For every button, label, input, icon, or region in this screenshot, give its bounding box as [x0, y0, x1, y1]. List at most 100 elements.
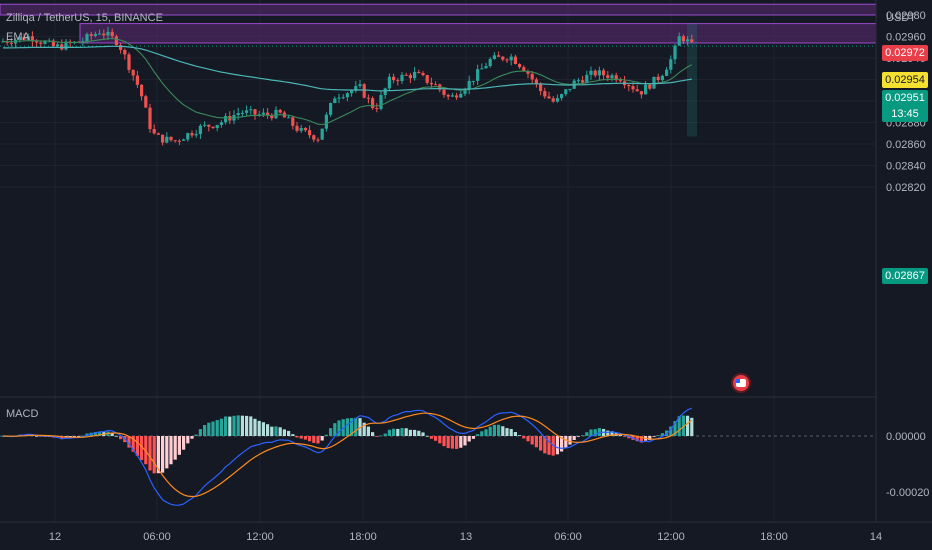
candle-down [513, 54, 517, 65]
candle-up [589, 66, 593, 80]
candle-body [148, 107, 152, 130]
macd-legend[interactable]: MACD [6, 408, 39, 420]
candle-body [488, 58, 492, 67]
candle-body [43, 41, 47, 44]
candle-body [371, 98, 375, 109]
candle-down [614, 72, 618, 83]
candle-body [417, 72, 421, 74]
candle-down [169, 136, 173, 142]
candle-up [236, 107, 240, 120]
candle-body [114, 36, 118, 46]
candle-body [127, 54, 131, 70]
macd-histogram-bar [77, 436, 81, 437]
macd-histogram-bar [81, 435, 85, 437]
macd-histogram-bar [375, 436, 379, 437]
candle-body [425, 75, 429, 83]
candle-body [539, 83, 543, 92]
candle-body [119, 45, 123, 50]
candle-body [60, 44, 64, 50]
candle-down [530, 71, 534, 85]
candle-up [610, 73, 614, 82]
macd-histogram-bar [455, 436, 459, 449]
candle-body [606, 75, 610, 79]
macd-histogram-bar [140, 436, 144, 461]
candle-body [194, 134, 198, 136]
candle-body [345, 93, 349, 98]
candle-down [396, 78, 400, 86]
candle-body [421, 73, 425, 76]
candle-down [102, 29, 106, 40]
candle-body [476, 69, 480, 81]
candle-down [144, 94, 148, 108]
macd-histogram-bar [169, 436, 173, 465]
candle-down [417, 69, 421, 74]
macd-histogram-bar [161, 436, 165, 473]
candle-body [492, 55, 496, 59]
macd-histogram-bar [522, 436, 526, 439]
candle-up [165, 132, 169, 144]
candle-body [669, 59, 673, 70]
candle-body [93, 34, 97, 36]
ema-legend[interactable]: EMA [6, 31, 30, 43]
macd-histogram-bar [245, 415, 249, 436]
macd-histogram-bar [182, 436, 186, 450]
candle-body [123, 49, 127, 55]
macd-histogram-bar [371, 432, 375, 436]
candle-body [316, 139, 320, 141]
candle-down [253, 108, 257, 120]
candle-up [467, 75, 471, 95]
candle-body [526, 71, 530, 74]
candle-body [610, 75, 614, 79]
macd-histogram-bar [333, 423, 337, 436]
candle-up [337, 93, 341, 104]
candle-body [161, 134, 165, 143]
macd-histogram-bar [539, 436, 543, 451]
candle-down [362, 83, 366, 99]
macd-histogram-bar [681, 415, 685, 436]
candle-body [648, 84, 652, 89]
candle-body [299, 128, 303, 131]
candle-body [182, 139, 186, 141]
candle-body [358, 84, 362, 87]
candle-body [287, 117, 291, 119]
macd-histogram-bar [576, 436, 580, 437]
candle-body [333, 98, 337, 104]
macd-histogram-bar [114, 435, 118, 437]
candle-body [375, 108, 379, 110]
macd-panel[interactable] [0, 407, 876, 506]
candle-body [354, 86, 358, 91]
candle-down [518, 63, 522, 69]
candle-body [631, 86, 635, 90]
macd-histogram-bar [417, 430, 421, 436]
candle-down [534, 77, 538, 88]
macd-histogram-bar [366, 426, 370, 436]
candle-up [186, 132, 190, 142]
candle-up [564, 88, 568, 97]
macd-histogram-bar [98, 431, 102, 436]
candle-down [593, 69, 597, 78]
ema-long-line [3, 45, 692, 92]
macd-histogram-bar [635, 436, 639, 442]
candle-body [505, 59, 509, 61]
candle-body [614, 75, 618, 81]
us-flag-event-icon[interactable] [731, 373, 751, 393]
time-tick-label: 14 [870, 531, 882, 543]
macd-histogram-bar [677, 416, 681, 436]
macd-histogram-bar [425, 435, 429, 437]
macd-histogram-bar [295, 436, 299, 438]
macd-histogram-bar [131, 436, 135, 452]
candle-body [245, 110, 249, 113]
macd-histogram-bar [135, 436, 139, 456]
time-tick-label: 06:00 [554, 531, 582, 543]
candle-up [198, 123, 202, 140]
macd-histogram-bar [623, 436, 627, 437]
macd-histogram-bar [215, 420, 219, 436]
candle-body [455, 95, 459, 98]
candle-up [471, 80, 475, 86]
macd-histogram-bar [648, 436, 652, 441]
macd-histogram-bar [568, 436, 572, 445]
candle-down [312, 134, 316, 143]
time-tick-label: 12:00 [657, 531, 685, 543]
candlestick-series[interactable] [1, 26, 694, 146]
